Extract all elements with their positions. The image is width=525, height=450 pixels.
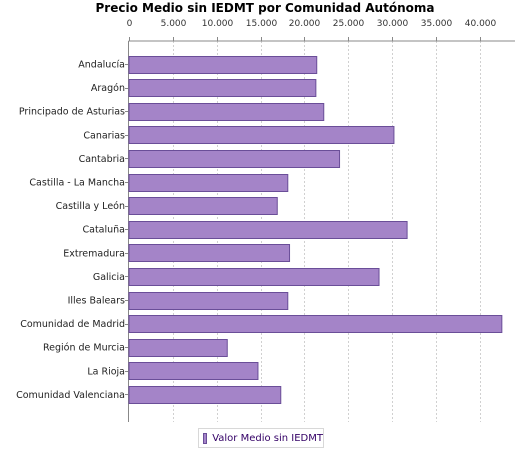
bar (128, 244, 291, 262)
bar (128, 79, 317, 97)
bar (128, 268, 380, 286)
x-tick-label: 10.000 (202, 19, 234, 29)
legend: Valor Medio sin IEDMT (198, 428, 324, 448)
category-label: Andalucía (78, 60, 125, 71)
legend-label: Valor Medio sin IEDMT (212, 432, 323, 444)
bar (128, 386, 282, 404)
category-label: Comunidad de Madrid (20, 319, 125, 330)
x-tick-label: 35.000 (421, 19, 453, 29)
x-tick-label: 15.000 (246, 19, 278, 29)
legend-swatch (203, 432, 208, 444)
bar (128, 150, 341, 168)
category-label: Illes Balears (68, 296, 125, 307)
bar (128, 315, 503, 333)
category-label: Cantabria (79, 154, 125, 165)
bar (128, 362, 259, 380)
bar (128, 339, 228, 357)
x-tick-label: 20.000 (289, 19, 321, 29)
category-label: La Rioja (87, 366, 125, 377)
x-tick-label: 0 (127, 19, 133, 29)
category-label: Principado de Asturias (19, 107, 125, 118)
x-tick-label: 30.000 (377, 19, 409, 29)
bar (128, 103, 325, 121)
x-tick-label: 5.000 (161, 19, 187, 29)
chart-title: Precio Medio sin IEDMT por Comunidad Aut… (95, 1, 435, 15)
x-tick-label: 40.000 (465, 19, 497, 29)
x-tick-label: 25.000 (333, 19, 365, 29)
category-label: Canarias (83, 130, 125, 141)
category-label: Galicia (93, 272, 125, 283)
category-label: Extremadura (63, 248, 125, 259)
category-label: Aragón (91, 83, 125, 94)
bar (128, 56, 318, 74)
category-label: Castilla y León (56, 201, 125, 212)
bar (128, 292, 289, 310)
bar (128, 221, 408, 239)
category-label: Comunidad Valenciana (16, 390, 125, 401)
category-label: Castilla - La Mancha (29, 178, 125, 189)
bar (128, 174, 289, 192)
bar (128, 197, 278, 215)
category-label: Región de Murcia (43, 343, 125, 354)
bar (128, 126, 395, 144)
category-label: Cataluña (82, 225, 125, 236)
